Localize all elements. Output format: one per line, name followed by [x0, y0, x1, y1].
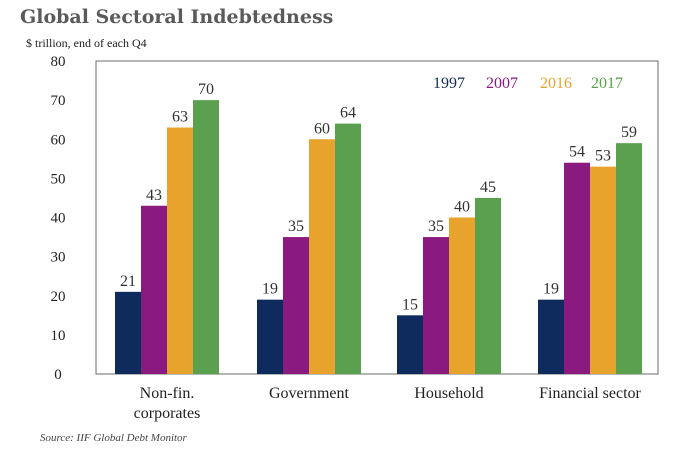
data-label: 63	[172, 109, 188, 126]
plot-frame	[95, 60, 659, 375]
data-label: 43	[146, 187, 162, 204]
category-label: corporates	[134, 405, 201, 422]
bar-2007	[283, 237, 309, 374]
chart-title: Global Sectoral Indebtedness	[20, 6, 334, 28]
data-label: 59	[621, 124, 637, 141]
bars	[115, 100, 642, 374]
data-label: 19	[262, 281, 278, 298]
y-tick-label: 10	[51, 328, 66, 344]
bar-2017	[616, 143, 642, 374]
y-tick-label: 70	[51, 93, 66, 109]
y-tick-label: 20	[51, 289, 66, 305]
bar-2017	[335, 123, 361, 374]
legend-item-2017: 2017	[591, 75, 623, 92]
y-tick-label: 40	[51, 211, 66, 227]
data-labels: 21 43 63 70 19 35 60 64 15 35 40 45 19 54 53 59	[120, 81, 637, 313]
data-label: 35	[288, 218, 304, 235]
bar-2016	[167, 127, 193, 374]
data-label: 60	[314, 120, 330, 137]
legend: 1997 2007 2016 2017	[433, 75, 623, 92]
bar-1997	[538, 299, 564, 374]
bar-1997	[397, 315, 423, 374]
data-label: 53	[595, 148, 611, 165]
data-label: 19	[543, 281, 559, 298]
y-tick-label: 50	[51, 171, 66, 187]
bar-2007	[564, 162, 590, 374]
y-tick-label: 80	[51, 54, 66, 70]
bar-2016	[449, 217, 475, 374]
data-label: 54	[569, 144, 585, 161]
data-label: 70	[198, 81, 214, 98]
bar-1997	[115, 291, 141, 374]
bar-2017	[475, 197, 501, 374]
legend-item-2016: 2016	[540, 75, 572, 92]
bar-2016	[590, 166, 616, 374]
data-label: 15	[402, 296, 418, 313]
y-tick-label: 0	[54, 367, 62, 383]
category-label: Financial sector	[539, 385, 641, 402]
legend-item-1997: 1997	[433, 75, 465, 92]
bar-2007	[141, 205, 167, 374]
data-label: 64	[340, 105, 356, 122]
source-note: Source: IIF Global Debt Monitor	[40, 432, 187, 444]
bar-1997	[257, 299, 283, 374]
y-tick-label: 60	[51, 132, 66, 148]
category-label: Household	[414, 385, 483, 402]
bar-2016	[309, 139, 335, 374]
chart-subtitle: $ trillion, end of each Q4	[26, 36, 147, 50]
data-label: 35	[428, 218, 444, 235]
data-label: 45	[480, 179, 496, 196]
y-tick-label: 30	[51, 250, 66, 266]
category-label: Non-fin.	[140, 385, 195, 402]
x-axis: Non-fin. corporates Government Household Fin…	[134, 385, 642, 422]
category-label: Government	[269, 385, 350, 402]
bar-2007	[423, 237, 449, 374]
y-axis: 0 10 20 30 40 50 60 70 80	[51, 54, 66, 383]
data-label: 40	[454, 199, 470, 216]
data-label: 21	[120, 273, 136, 290]
legend-item-2007: 2007	[486, 75, 518, 92]
bar-2017	[193, 100, 219, 374]
